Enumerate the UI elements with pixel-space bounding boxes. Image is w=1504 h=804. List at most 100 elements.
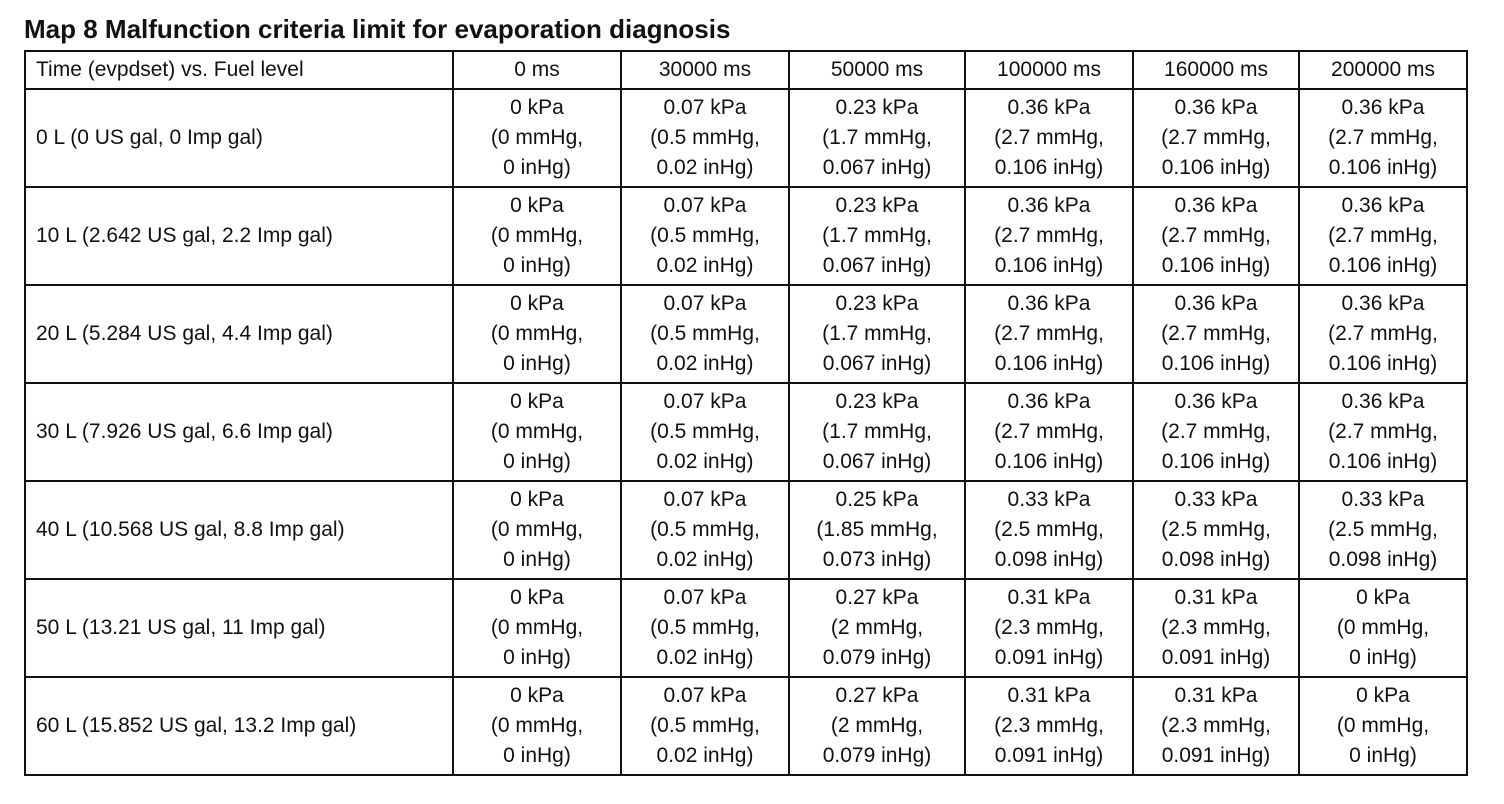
pressure-inhg: 0.106 inHg)	[1328, 450, 1438, 473]
pressure-mmhg: (0.5 mmHg,	[650, 616, 760, 639]
pressure-kpa: 0 kPa	[510, 390, 564, 413]
pressure-kpa: 0 kPa	[510, 194, 564, 217]
pressure-cell: 0.36 kPa (2.7 mmHg, 0.106 inHg)	[1298, 284, 1468, 384]
pressure-kpa: 0.07 kPa	[663, 488, 747, 511]
pressure-mmhg: (1.7 mmHg,	[822, 420, 932, 443]
pressure-cell: 0.36 kPa (2.7 mmHg, 0.106 inHg)	[964, 284, 1134, 384]
pressure-kpa: 0.33 kPa	[1174, 488, 1258, 511]
pressure-mmhg: (2.3 mmHg,	[1161, 616, 1271, 639]
pressure-inhg: 0.106 inHg)	[994, 254, 1104, 277]
pressure-cell: 0.31 kPa (2.3 mmHg, 0.091 inHg)	[964, 676, 1134, 776]
pressure-cell: 0.07 kPa (0.5 mmHg, 0.02 inHg)	[620, 676, 790, 776]
pressure-kpa: 0.07 kPa	[663, 96, 747, 119]
pressure-inhg: 0.079 inHg)	[822, 744, 932, 767]
pressure-mmhg: (2.3 mmHg,	[1161, 714, 1271, 737]
pressure-cell: 0 kPa (0 mmHg, 0 inHg)	[1298, 578, 1468, 678]
corner-label: Time (evpdset) vs. Fuel level	[24, 50, 454, 90]
pressure-cell: 0.33 kPa (2.5 mmHg, 0.098 inHg)	[1298, 480, 1468, 580]
pressure-inhg: 0.106 inHg)	[994, 450, 1104, 473]
pressure-mmhg: (2.3 mmHg,	[994, 714, 1104, 737]
pressure-cell: 0.36 kPa (2.7 mmHg, 0.106 inHg)	[1298, 88, 1468, 188]
pressure-inhg: 0.091 inHg)	[994, 646, 1104, 669]
fuel-level-label: 0 L (0 US gal, 0 Imp gal)	[24, 88, 454, 188]
pressure-inhg: 0 inHg)	[503, 450, 571, 473]
table-row: 0 L (0 US gal, 0 Imp gal) 0 kPa (0 mmHg, 0 …	[24, 88, 1468, 188]
pressure-kpa: 0.36 kPa	[1174, 292, 1258, 315]
pressure-inhg: 0.106 inHg)	[1161, 450, 1271, 473]
fuel-level-label: 60 L (15.852 US gal, 13.2 Imp gal)	[24, 676, 454, 776]
pressure-cell: 0 kPa (0 mmHg, 0 inHg)	[452, 578, 622, 678]
pressure-mmhg: (0 mmHg,	[490, 224, 584, 247]
pressure-kpa: 0.27 kPa	[835, 684, 919, 707]
pressure-inhg: 0.02 inHg)	[656, 548, 754, 571]
pressure-inhg: 0.098 inHg)	[1328, 548, 1438, 571]
pressure-mmhg: (0 mmHg,	[490, 322, 584, 345]
pressure-cell: 0.36 kPa (2.7 mmHg, 0.106 inHg)	[1298, 382, 1468, 482]
pressure-kpa: 0.36 kPa	[1007, 292, 1091, 315]
pressure-kpa: 0 kPa	[510, 488, 564, 511]
pressure-inhg: 0.106 inHg)	[994, 352, 1104, 375]
fuel-level-label: 30 L (7.926 US gal, 6.6 Imp gal)	[24, 382, 454, 482]
pressure-cell: 0.07 kPa (0.5 mmHg, 0.02 inHg)	[620, 480, 790, 580]
pressure-kpa: 0.36 kPa	[1341, 194, 1425, 217]
pressure-kpa: 0.07 kPa	[663, 586, 747, 609]
pressure-cell: 0 kPa (0 mmHg, 0 inHg)	[452, 186, 622, 286]
pressure-cell: 0.33 kPa (2.5 mmHg, 0.098 inHg)	[1132, 480, 1300, 580]
pressure-kpa: 0.27 kPa	[835, 586, 919, 609]
pressure-mmhg: (2.7 mmHg,	[994, 322, 1104, 345]
pressure-mmhg: (0.5 mmHg,	[650, 518, 760, 541]
pressure-mmhg: (0 mmHg,	[1336, 714, 1430, 737]
pressure-inhg: 0.079 inHg)	[822, 646, 932, 669]
pressure-kpa: 0 kPa	[510, 586, 564, 609]
pressure-mmhg: (2.3 mmHg,	[994, 616, 1104, 639]
pressure-mmhg: (2.7 mmHg,	[1161, 420, 1271, 443]
pressure-mmhg: (2.7 mmHg,	[1161, 224, 1271, 247]
pressure-kpa: 0 kPa	[510, 292, 564, 315]
table-body: 0 L (0 US gal, 0 Imp gal) 0 kPa (0 mmHg, 0 …	[24, 88, 1468, 776]
pressure-mmhg: (1.7 mmHg,	[822, 126, 932, 149]
pressure-kpa: 0.31 kPa	[1007, 586, 1091, 609]
pressure-kpa: 0 kPa	[1356, 684, 1410, 707]
fuel-level-label: 20 L (5.284 US gal, 4.4 Imp gal)	[24, 284, 454, 384]
pressure-inhg: 0 inHg)	[503, 352, 571, 375]
pressure-cell: 0 kPa (0 mmHg, 0 inHg)	[452, 88, 622, 188]
pressure-cell: 0.36 kPa (2.7 mmHg, 0.106 inHg)	[964, 88, 1134, 188]
pressure-inhg: 0.091 inHg)	[994, 744, 1104, 767]
pressure-cell: 0.36 kPa (2.7 mmHg, 0.106 inHg)	[964, 186, 1134, 286]
pressure-mmhg: (0 mmHg,	[490, 126, 584, 149]
pressure-cell: 0 kPa (0 mmHg, 0 inHg)	[452, 382, 622, 482]
pressure-cell: 0.36 kPa (2.7 mmHg, 0.106 inHg)	[1132, 284, 1300, 384]
pressure-mmhg: (2.7 mmHg,	[1161, 126, 1271, 149]
pressure-inhg: 0 inHg)	[503, 646, 571, 669]
pressure-cell: 0.36 kPa (2.7 mmHg, 0.106 inHg)	[964, 382, 1134, 482]
pressure-inhg: 0.073 inHg)	[822, 548, 932, 571]
fuel-level-label: 10 L (2.642 US gal, 2.2 Imp gal)	[24, 186, 454, 286]
pressure-cell: 0.07 kPa (0.5 mmHg, 0.02 inHg)	[620, 186, 790, 286]
pressure-cell: 0.31 kPa (2.3 mmHg, 0.091 inHg)	[1132, 578, 1300, 678]
pressure-cell: 0.23 kPa (1.7 mmHg, 0.067 inHg)	[788, 284, 966, 384]
pressure-inhg: 0 inHg)	[503, 156, 571, 179]
pressure-mmhg: (0.5 mmHg,	[650, 224, 760, 247]
pressure-inhg: 0.098 inHg)	[1161, 548, 1271, 571]
pressure-inhg: 0 inHg)	[1349, 646, 1417, 669]
pressure-cell: 0.07 kPa (0.5 mmHg, 0.02 inHg)	[620, 578, 790, 678]
pressure-kpa: 0.36 kPa	[1341, 390, 1425, 413]
pressure-kpa: 0.07 kPa	[663, 390, 747, 413]
pressure-cell: 0.07 kPa (0.5 mmHg, 0.02 inHg)	[620, 88, 790, 188]
pressure-mmhg: (0 mmHg,	[1336, 616, 1430, 639]
pressure-kpa: 0.36 kPa	[1174, 96, 1258, 119]
pressure-kpa: 0.36 kPa	[1174, 194, 1258, 217]
pressure-inhg: 0.106 inHg)	[1328, 156, 1438, 179]
pressure-cell: 0.31 kPa (2.3 mmHg, 0.091 inHg)	[1132, 676, 1300, 776]
pressure-inhg: 0.02 inHg)	[656, 352, 754, 375]
pressure-cell: 0.36 kPa (2.7 mmHg, 0.106 inHg)	[1298, 186, 1468, 286]
pressure-kpa: 0.36 kPa	[1007, 194, 1091, 217]
pressure-cell: 0 kPa (0 mmHg, 0 inHg)	[452, 676, 622, 776]
table-row: 60 L (15.852 US gal, 13.2 Imp gal) 0 kPa (…	[24, 676, 1468, 776]
pressure-kpa: 0.36 kPa	[1174, 390, 1258, 413]
pressure-mmhg: (2 mmHg,	[830, 616, 924, 639]
column-header: 160000 ms	[1132, 50, 1300, 90]
fuel-level-label: 40 L (10.568 US gal, 8.8 Imp gal)	[24, 480, 454, 580]
pressure-inhg: 0.067 inHg)	[822, 450, 932, 473]
pressure-inhg: 0.02 inHg)	[656, 744, 754, 767]
